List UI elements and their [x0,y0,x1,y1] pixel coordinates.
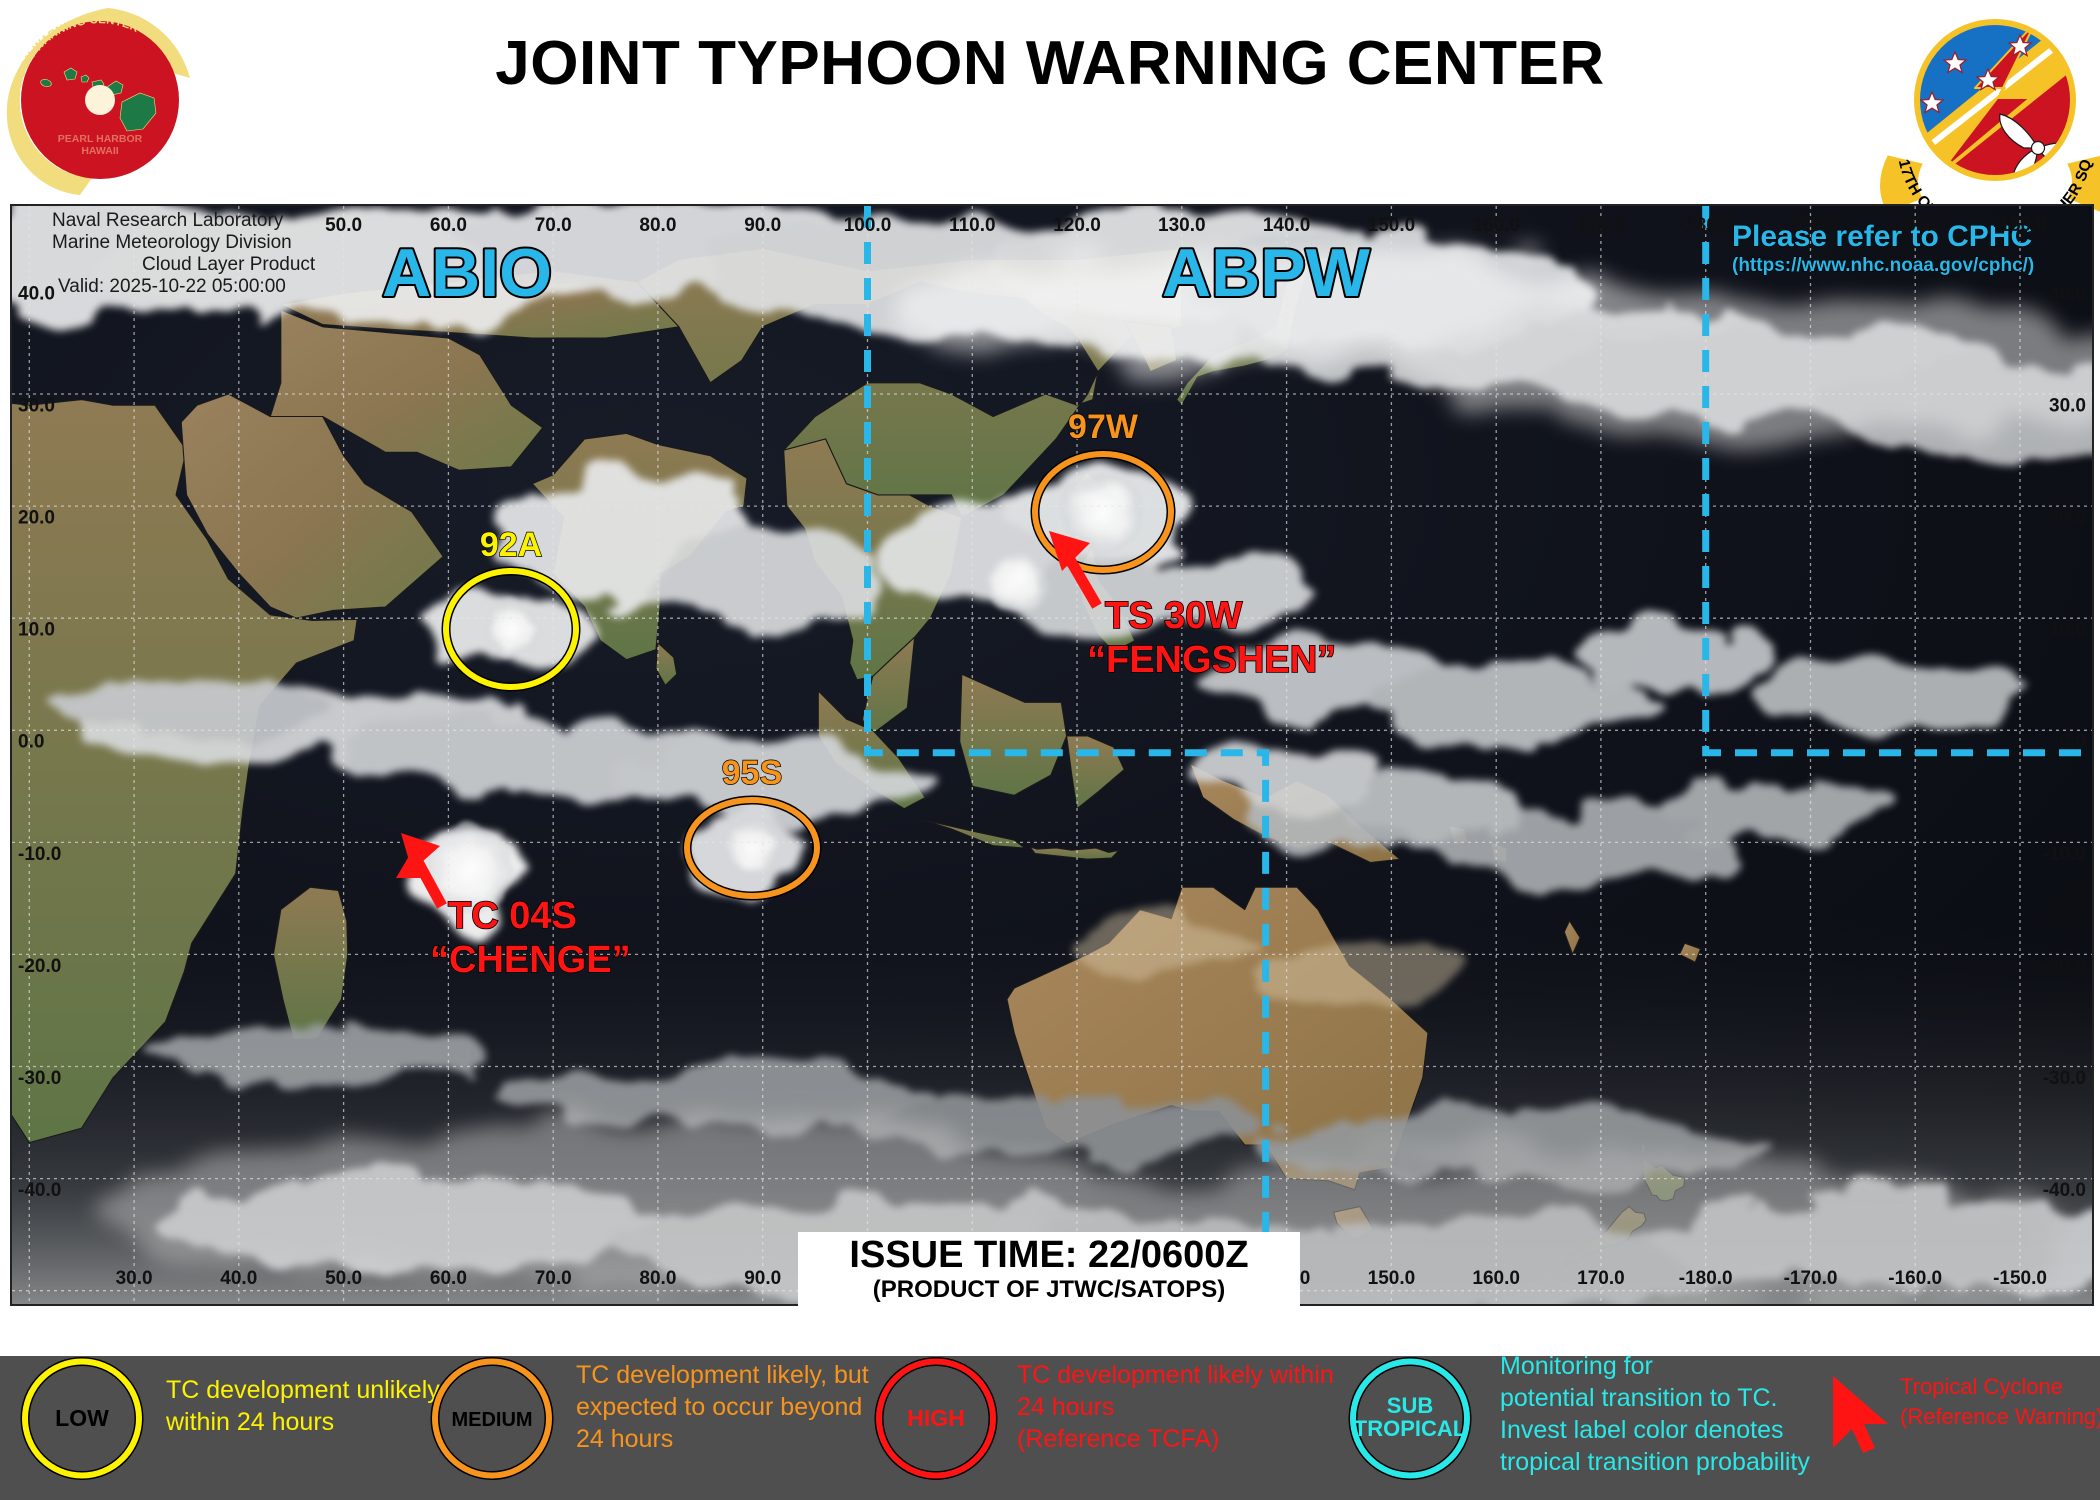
svg-text:TS 30W: TS 30W [1105,595,1242,637]
svg-text:Monitoring for potent: Monitoring for potential transition to T… [1500,1356,1810,1476]
svg-text:Tropical Cyclone (Refe: Tropical Cyclone (Reference Warning) [1900,1374,2100,1429]
svg-text:80.0: 80.0 [639,1268,676,1289]
svg-text:“CHENGE”: “CHENGE” [430,939,631,981]
svg-text:160.0: 160.0 [1472,1268,1520,1289]
svg-text:-40.0: -40.0 [18,1180,61,1201]
svg-text:TC development unlikely: TC development unlikely within 24 hours [165,1376,447,1436]
svg-text:Marine Meteorology Division: Marine Meteorology Division [52,232,292,253]
svg-text:MEDIUM: MEDIUM [451,1409,532,1431]
svg-text:30.0: 30.0 [18,396,55,417]
svg-text:92A: 92A [480,526,542,564]
svg-text:80.0: 80.0 [639,215,676,236]
svg-text:170.0: 170.0 [1577,215,1625,236]
svg-text:170.0: 170.0 [1577,1268,1625,1289]
svg-text:70.0: 70.0 [535,1268,572,1289]
svg-text:95S: 95S [722,754,783,792]
svg-text:-10.0: -10.0 [18,844,61,865]
svg-text:HAWAII: HAWAII [81,145,118,157]
svg-text:TC development likely, but: TC development likely, but expected to o… [576,1361,876,1453]
svg-text:40.0: 40.0 [220,1268,257,1289]
svg-text:20.0: 20.0 [2049,508,2086,529]
svg-text:“FENGSHEN”: “FENGSHEN” [1087,639,1336,681]
svg-text:-40.0: -40.0 [2043,1180,2086,1201]
svg-text:0.0: 0.0 [2060,732,2086,753]
svg-text:Naval Research Laboratory: Naval Research Laboratory [52,210,284,231]
svg-text:0.0: 0.0 [18,732,44,753]
svg-text:-30.0: -30.0 [18,1068,61,1089]
svg-text:TROPICAL: TROPICAL [1354,1416,1466,1441]
svg-text:ABIO: ABIO [382,235,552,311]
svg-text:HIGH: HIGH [907,1405,965,1431]
svg-text:20.0: 20.0 [18,508,55,529]
svg-text:120.0: 120.0 [1053,215,1101,236]
svg-text:PEARL HARBOR: PEARL HARBOR [58,133,143,145]
svg-text:90.0: 90.0 [744,1268,781,1289]
svg-text:-160.0: -160.0 [1888,215,1942,236]
svg-text:160.0: 160.0 [1472,215,1520,236]
svg-text:30.0: 30.0 [2049,396,2086,417]
svg-text:Please refer to CPHC: Please refer to CPHC [1732,220,2032,253]
svg-text:TC development likely within: TC development likely within 24 hours (R… [1017,1361,1341,1453]
svg-text:140.0: 140.0 [1263,215,1311,236]
svg-text:TC 04S: TC 04S [448,895,577,937]
svg-text:70.0: 70.0 [535,215,572,236]
svg-text:ABPW: ABPW [1162,235,1371,311]
svg-text:-170.0: -170.0 [1784,1268,1838,1289]
svg-text:-180.0: -180.0 [1679,215,1733,236]
svg-text:97W: 97W [1068,408,1139,446]
svg-text:-20.0: -20.0 [18,956,61,977]
svg-text:-20.0: -20.0 [2043,956,2086,977]
svg-text:-30.0: -30.0 [2043,1068,2086,1089]
svg-text:-150.0: -150.0 [1993,1268,2047,1289]
svg-text:130.0: 130.0 [1158,215,1206,236]
svg-text:30.0: 30.0 [116,1268,153,1289]
svg-text:-180.0: -180.0 [1679,1268,1733,1289]
svg-text:150.0: 150.0 [1368,1268,1416,1289]
svg-text:10.0: 10.0 [18,620,55,641]
svg-text:110.0: 110.0 [949,215,996,236]
svg-text:100.0: 100.0 [844,215,892,236]
svg-text:Valid: 2025-10-22 05:00:00: Valid: 2025-10-22 05:00:00 [58,276,286,297]
svg-text:60.0: 60.0 [430,215,467,236]
svg-text:10.0: 10.0 [2049,620,2086,641]
svg-text:-10.0: -10.0 [2043,844,2086,865]
svg-text:-150.0: -150.0 [1993,215,2047,236]
svg-text:-170.0: -170.0 [1784,215,1838,236]
svg-text:50.0: 50.0 [325,215,362,236]
svg-text:90.0: 90.0 [744,215,781,236]
svg-text:60.0: 60.0 [430,1268,467,1289]
svg-text:40.0: 40.0 [2049,283,2086,304]
svg-text:50.0: 50.0 [325,1268,362,1289]
svg-text:(https://www.nhc.noaa.gov/cphc: (https://www.nhc.noaa.gov/cphc/) [1732,255,2034,276]
svg-text:SUB: SUB [1387,1393,1433,1418]
svg-text:-160.0: -160.0 [1888,1268,1942,1289]
svg-text:LOW: LOW [55,1405,109,1431]
svg-text:150.0: 150.0 [1368,215,1416,236]
svg-text:Cloud Layer Product: Cloud Layer Product [142,254,316,275]
svg-text:40.0: 40.0 [18,283,55,304]
